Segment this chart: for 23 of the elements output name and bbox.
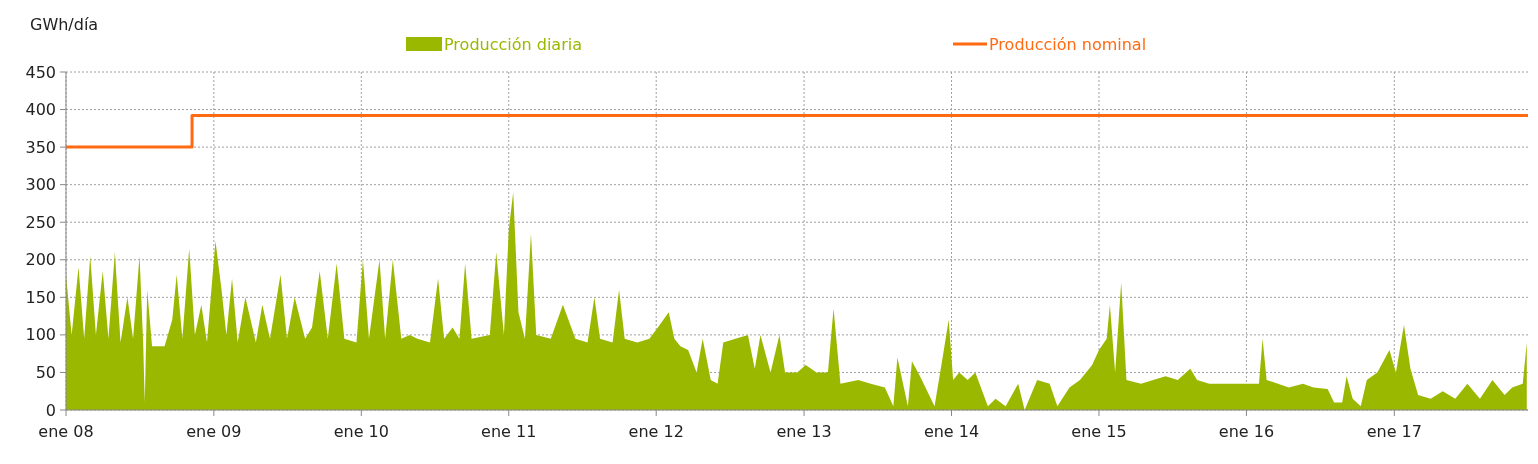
y-tick-label: 200 xyxy=(25,250,56,270)
y-tick-label: 100 xyxy=(25,325,56,345)
y-tick-label: 300 xyxy=(25,175,56,195)
x-tick-label: ene 13 xyxy=(776,422,832,441)
x-tick-label: ene 12 xyxy=(628,422,684,441)
y-tick-label: 50 xyxy=(35,363,56,383)
y-tick-label: 350 xyxy=(25,137,56,157)
x-tick-label: ene 10 xyxy=(333,422,389,441)
x-tick-label: ene 14 xyxy=(923,422,980,441)
x-tick-label: ene 16 xyxy=(1218,422,1275,441)
y-tick-label: 400 xyxy=(25,100,56,120)
legend-label: Producción nominal xyxy=(989,34,1147,54)
x-tick-label: ene 08 xyxy=(38,422,94,441)
x-tick-label: ene 15 xyxy=(1071,422,1127,441)
y-axis-title: GWh/día xyxy=(30,15,99,34)
y-tick-label: 450 xyxy=(25,62,56,82)
x-tick-label: ene 09 xyxy=(186,422,242,441)
y-tick-label: 250 xyxy=(25,212,56,232)
x-tick-label: ene 11 xyxy=(481,422,537,441)
legend-label: Producción diaria xyxy=(444,34,582,54)
y-tick-label: 0 xyxy=(45,400,56,420)
x-tick-label: ene 17 xyxy=(1366,422,1422,441)
y-tick-label: 150 xyxy=(25,287,56,307)
